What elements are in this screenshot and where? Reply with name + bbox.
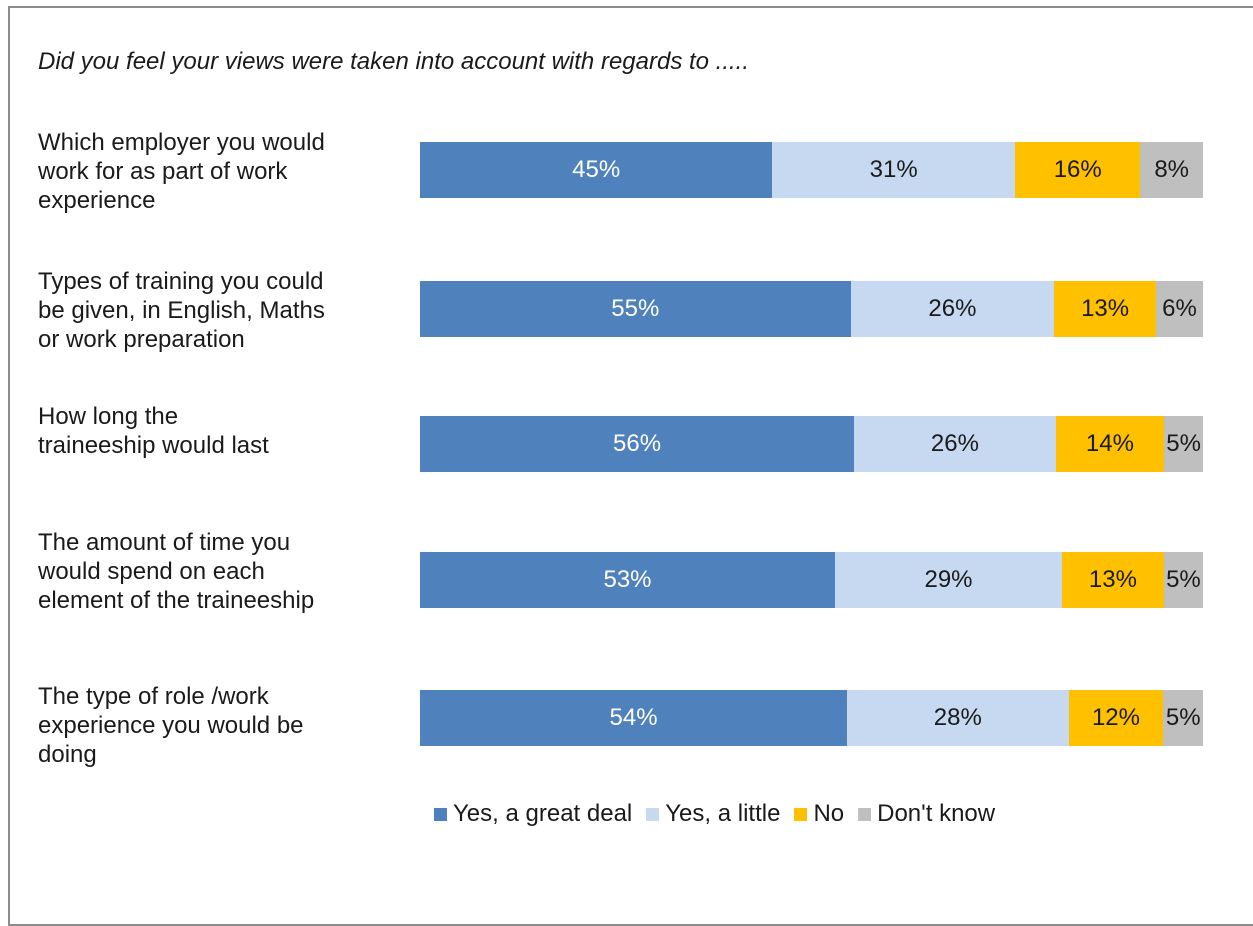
category-label-line: How long the — [38, 403, 179, 430]
legend-swatch — [646, 807, 660, 821]
legend-label: Yes, a great deal — [453, 800, 633, 827]
bar-segment: 26% — [850, 281, 1055, 337]
bar-segment: 54% — [420, 690, 848, 746]
category-label-line: experience you would be — [38, 712, 304, 739]
data-label: 53% — [603, 566, 652, 593]
bar-segment: 29% — [834, 552, 1063, 608]
data-label: 54% — [609, 704, 658, 731]
bar-segment: 28% — [847, 690, 1069, 746]
legend-label: No — [813, 800, 845, 827]
bar-segment: 14% — [1055, 416, 1165, 472]
legend-label: Yes, a little — [665, 800, 781, 827]
bar-segment: 16% — [1015, 142, 1141, 198]
category-label-line: be given, in English, Maths — [38, 297, 325, 324]
data-label: 26% — [930, 430, 979, 457]
chart-title: Did you feel your views were taken into … — [38, 48, 750, 75]
legend-item: Yes, a little — [646, 800, 780, 828]
data-label: 45% — [572, 156, 621, 183]
category-label: How long the traineeship would last — [38, 402, 398, 460]
category-label: Which employer you would work for as part… — [38, 128, 398, 215]
category-label-line: element of the traineeship — [38, 587, 315, 614]
data-label: 5% — [1166, 566, 1201, 593]
bar-segment: 55% — [420, 281, 851, 337]
data-label: 55% — [611, 295, 660, 322]
data-label: 5% — [1166, 430, 1201, 457]
bar-segment: 6% — [1156, 281, 1203, 337]
legend-swatch — [434, 807, 447, 821]
bar-segment: 13% — [1062, 552, 1164, 608]
legend-swatch — [794, 807, 808, 821]
bar-segment: 53% — [420, 552, 835, 608]
category-label-line: Types of training you could — [38, 268, 324, 295]
legend-label: Don't know — [877, 800, 996, 827]
category-label-line: The amount of time you — [38, 529, 291, 556]
category-label-line: or work preparation — [38, 326, 245, 353]
category-label-line: traineeship would last — [38, 432, 269, 459]
data-label: 26% — [928, 295, 977, 322]
legend-item: No — [794, 800, 844, 828]
legend-swatch — [858, 807, 872, 821]
legend-item: Don't know — [858, 800, 995, 828]
data-label: 13% — [1081, 295, 1130, 322]
bar-segment: 12% — [1068, 690, 1164, 746]
category-label: The amount of time you would spend on eac… — [38, 528, 398, 615]
data-label: 56% — [613, 430, 662, 457]
data-label: 16% — [1053, 156, 1102, 183]
category-label-line: doing — [38, 741, 97, 768]
bar-segment: 5% — [1163, 552, 1203, 608]
bar-segment: 26% — [854, 416, 1056, 472]
category-label: Types of training you could be given, in … — [38, 267, 398, 354]
data-label: 13% — [1088, 566, 1137, 593]
data-label: 5% — [1165, 704, 1201, 731]
data-label: 14% — [1085, 430, 1134, 457]
bar-segment: 8% — [1140, 142, 1203, 198]
category-label: The type of role /work experience you wou… — [38, 682, 398, 769]
data-label: 28% — [933, 704, 982, 731]
bar-segment: 5% — [1163, 690, 1203, 746]
category-label-line: The type of role /work — [38, 683, 269, 710]
bar-segment: 5% — [1164, 416, 1203, 472]
category-label-line: experience — [38, 187, 156, 214]
chart-legend: Yes, a great deal Yes, a little No Don't kn… — [434, 800, 1009, 828]
data-label: 31% — [869, 156, 918, 183]
category-label-line: would spend on each — [38, 558, 265, 585]
category-label-line: work for as part of work — [38, 158, 288, 185]
bar-segment: 56% — [420, 416, 855, 472]
category-label-line: Which employer you would — [38, 129, 325, 156]
data-label: 8% — [1154, 156, 1190, 183]
legend-item: Yes, a great deal — [434, 800, 632, 828]
data-label: 29% — [924, 566, 973, 593]
data-label: 12% — [1091, 704, 1140, 731]
bar-segment: 31% — [772, 142, 1016, 198]
bar-segment: 45% — [420, 142, 773, 198]
data-label: 6% — [1162, 295, 1197, 322]
bar-segment: 13% — [1054, 281, 1156, 337]
